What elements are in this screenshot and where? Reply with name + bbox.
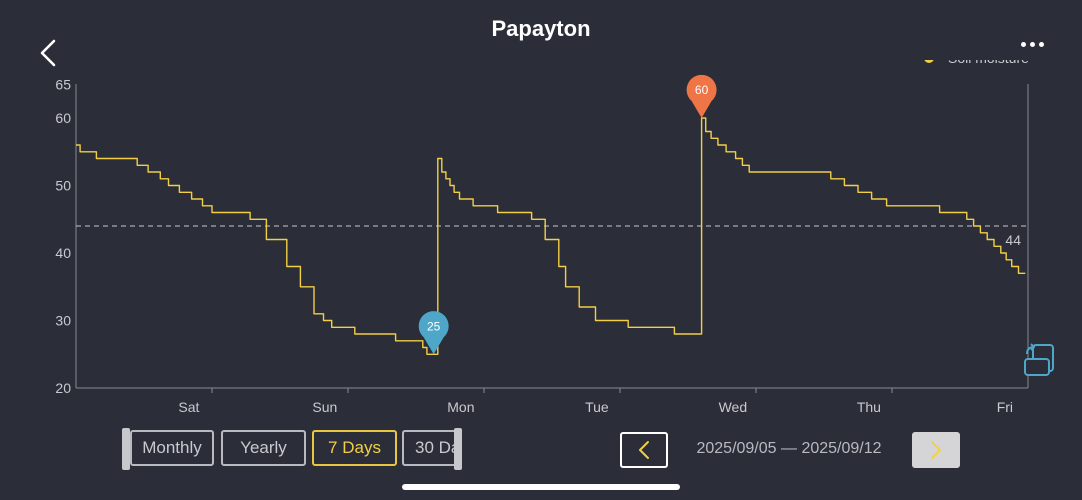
range-button-yearly[interactable]: Yearly — [221, 430, 306, 466]
range-button-30-days[interactable]: 30 Da — [402, 430, 462, 466]
chevron-right-icon — [931, 441, 941, 459]
pin-value-label: 60 — [695, 83, 709, 97]
pin-value-label: 25 — [427, 319, 441, 333]
more-dots-icon[interactable] — [1020, 36, 1050, 50]
x-tick-label: Fri — [997, 399, 1013, 415]
previous-range-button[interactable] — [620, 432, 668, 468]
x-tick-label: Tue — [585, 399, 609, 415]
x-tick-label: Sun — [312, 399, 337, 415]
page-title: Papayton — [491, 16, 591, 41]
home-indicator — [402, 484, 680, 490]
chevron-left-icon — [639, 441, 649, 459]
min-value-pin — [418, 311, 449, 355]
rotate-screen-icon[interactable] — [1022, 342, 1058, 378]
y-tick-label: 20 — [55, 380, 71, 396]
date-range-label: 2025/09/05 — 2025/09/12 — [696, 440, 882, 457]
x-tick-label: Sat — [178, 399, 199, 415]
max-value-pin — [686, 74, 717, 118]
soil-moisture-chart: 20 30 40 50 60 65 Sat Sun Mon Tue Wed Thu Fri 44 25 60 S… — [55, 60, 1029, 415]
y-tick-label: 30 — [55, 313, 71, 329]
legend-label: Soil moisture — [948, 60, 1029, 66]
reference-line-label: 44 — [1005, 232, 1021, 248]
y-tick-label: 60 — [55, 110, 71, 126]
soil-moisture-series-line — [76, 117, 1026, 355]
x-tick-label: Thu — [857, 399, 881, 415]
x-tick-label: Wed — [719, 399, 748, 415]
y-tick-label: 50 — [55, 178, 71, 194]
range-selector: Monthly Yearly 7 Days 30 Da — [122, 428, 462, 470]
x-tick-label: Mon — [447, 399, 474, 415]
back-chevron-icon[interactable] — [36, 38, 62, 68]
next-range-button[interactable] — [912, 432, 960, 468]
y-tick-label: 40 — [55, 245, 71, 261]
y-tick-label: 65 — [55, 76, 71, 92]
legend-dot-marker — [924, 60, 934, 63]
range-selector-left-edge — [122, 428, 130, 470]
range-selector-right-edge — [454, 428, 462, 470]
range-button-monthly[interactable]: Monthly — [130, 430, 214, 466]
range-button-7-days[interactable]: 7 Days — [312, 430, 397, 466]
